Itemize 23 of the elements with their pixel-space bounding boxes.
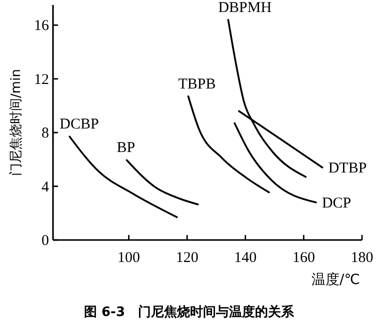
series-label: DCP <box>322 195 352 212</box>
x-tick-label: 120 <box>176 250 198 266</box>
series-label: TBPB <box>178 76 216 92</box>
y-tick-label: 8 <box>42 126 49 142</box>
text: 图 6-3 门尼焦烧时间与温度的关系 <box>84 304 296 320</box>
line-series <box>68 136 178 218</box>
series-label: DCBP <box>60 116 99 133</box>
x-tick-label: 180 <box>350 250 374 266</box>
series-label: BP <box>116 140 136 156</box>
y-tick-label: 16 <box>34 18 50 34</box>
line-series <box>187 95 270 194</box>
y-axis-title: 门尼焦烧时间/min <box>8 69 24 176</box>
x-tick-label: 100 <box>118 250 140 266</box>
x-tick-label: 140 <box>234 250 257 266</box>
line-series <box>126 159 199 206</box>
y-tick-label: 12 <box>34 72 49 88</box>
line-series <box>234 122 317 204</box>
series-label: DTBP <box>328 160 367 176</box>
series-label: DBPMH <box>218 0 272 16</box>
x-tick-label: 160 <box>292 250 315 266</box>
y-tick-label: 0 <box>42 233 49 249</box>
x-axis-title: 温度/℃ <box>312 272 360 288</box>
y-tick-label: 4 <box>42 179 50 196</box>
